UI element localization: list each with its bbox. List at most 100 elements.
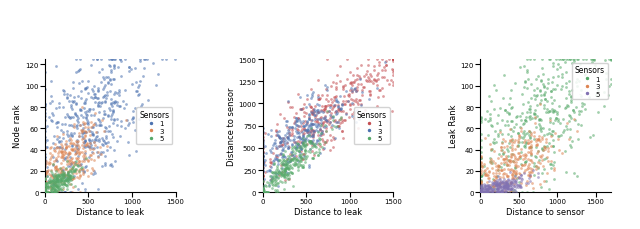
Point xyxy=(40,173,51,177)
Point xyxy=(266,162,276,165)
Point xyxy=(513,139,524,142)
Point xyxy=(298,122,308,125)
Point xyxy=(534,122,544,126)
Point xyxy=(531,144,541,147)
Point xyxy=(501,183,511,186)
Point xyxy=(53,181,63,185)
Point xyxy=(566,101,576,105)
Point xyxy=(520,144,530,147)
Point xyxy=(311,141,321,145)
Point xyxy=(476,190,486,194)
Point xyxy=(488,191,498,194)
Point xyxy=(537,146,547,150)
Point xyxy=(104,64,114,68)
Point xyxy=(107,104,117,108)
Point xyxy=(512,158,522,161)
Point xyxy=(40,160,51,163)
Point xyxy=(309,144,319,148)
Point xyxy=(287,150,298,154)
Point xyxy=(538,72,548,76)
Point xyxy=(271,168,282,172)
Point xyxy=(313,96,323,100)
Point xyxy=(41,145,51,149)
Point xyxy=(548,65,558,69)
Point xyxy=(145,119,155,123)
Point xyxy=(534,102,545,106)
Point xyxy=(40,188,51,191)
Point xyxy=(282,132,292,136)
Point xyxy=(296,157,306,160)
Point xyxy=(476,116,486,119)
Point xyxy=(477,185,487,189)
Point xyxy=(560,61,570,64)
Point xyxy=(42,181,52,185)
Point xyxy=(548,163,558,167)
Point xyxy=(42,184,52,188)
Point xyxy=(561,96,571,100)
Point xyxy=(571,81,581,84)
Point xyxy=(269,188,280,192)
Point xyxy=(525,148,536,152)
Point xyxy=(258,170,268,173)
Point xyxy=(351,74,362,78)
Point xyxy=(56,151,67,154)
Point xyxy=(502,183,512,186)
Point xyxy=(561,82,572,86)
Point xyxy=(127,117,137,121)
Point xyxy=(56,188,67,192)
Point xyxy=(50,184,60,188)
Point xyxy=(49,190,59,194)
Point xyxy=(334,107,344,111)
Point xyxy=(523,173,533,177)
Point xyxy=(70,185,80,188)
Point xyxy=(497,180,507,184)
Point xyxy=(258,139,268,142)
Point xyxy=(89,93,99,96)
Point xyxy=(478,185,488,189)
Point xyxy=(72,118,82,122)
Point xyxy=(307,95,317,99)
Point xyxy=(298,142,308,146)
Point xyxy=(310,117,320,121)
Point xyxy=(82,119,92,123)
Point xyxy=(485,186,495,189)
Point xyxy=(525,145,536,149)
Point xyxy=(61,143,71,146)
Point xyxy=(506,134,516,138)
Point xyxy=(47,191,57,194)
Point xyxy=(281,119,291,123)
Point xyxy=(550,119,560,123)
Point xyxy=(341,113,351,116)
Point xyxy=(49,134,60,138)
Point xyxy=(296,145,306,149)
Point xyxy=(489,185,499,189)
Point xyxy=(258,154,268,158)
Point xyxy=(500,172,511,176)
Point xyxy=(563,113,573,117)
Point xyxy=(506,187,516,191)
Point xyxy=(331,110,341,114)
Point xyxy=(50,189,60,193)
Point xyxy=(74,153,84,156)
Point xyxy=(40,186,51,190)
Point xyxy=(280,176,291,179)
Point xyxy=(476,188,486,191)
Point xyxy=(388,74,398,78)
Point xyxy=(476,191,486,194)
Point xyxy=(108,111,118,115)
Point xyxy=(538,58,548,62)
Point xyxy=(332,99,342,103)
Point xyxy=(531,95,541,98)
Point xyxy=(540,91,550,95)
Point xyxy=(271,155,282,159)
Point xyxy=(56,179,66,182)
Point xyxy=(598,105,609,109)
Point xyxy=(314,139,324,142)
Point xyxy=(60,191,70,194)
Point xyxy=(308,112,318,115)
Point xyxy=(316,116,326,120)
Point xyxy=(282,163,292,167)
Point xyxy=(63,151,74,155)
Point xyxy=(46,186,56,189)
Point xyxy=(275,141,285,145)
